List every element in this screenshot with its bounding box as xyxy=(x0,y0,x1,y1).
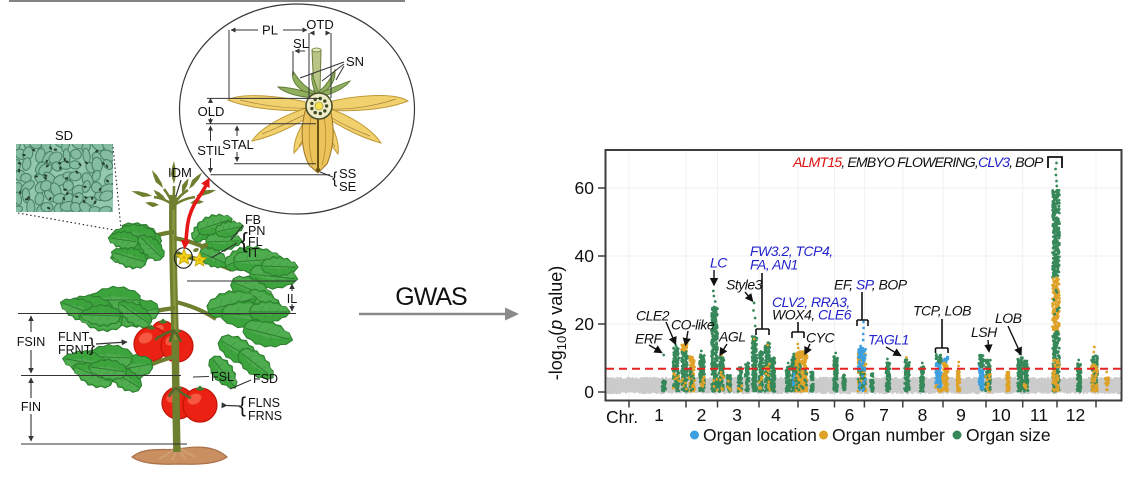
svg-text:{: { xyxy=(332,170,338,187)
svg-text:SS: SS xyxy=(339,166,357,181)
svg-text:20: 20 xyxy=(575,314,595,334)
svg-text:PN: PN xyxy=(248,224,265,238)
svg-text:Chr.: Chr. xyxy=(606,407,638,427)
svg-text:TAGL1: TAGL1 xyxy=(868,332,909,348)
svg-text:FSD: FSD xyxy=(253,372,278,386)
svg-text:IT: IT xyxy=(248,246,259,260)
svg-text:FRNS: FRNS xyxy=(248,409,282,423)
svg-text:11: 11 xyxy=(1030,405,1048,425)
svg-text:ALMT15, EMBYO FLOWERING,CLV3,: ALMT15, EMBYO FLOWERING,CLV3, BOP xyxy=(792,155,1044,171)
svg-text:{: { xyxy=(241,228,248,253)
svg-text:SN: SN xyxy=(346,54,364,69)
svg-text:3: 3 xyxy=(732,405,742,425)
svg-text:WOX4, CLE6: WOX4, CLE6 xyxy=(772,307,852,323)
svg-text:FW3.2, TCP4,: FW3.2, TCP4, xyxy=(750,243,833,259)
svg-text:PL: PL xyxy=(262,23,278,38)
svg-text:Organ number: Organ number xyxy=(832,425,945,445)
svg-text:5: 5 xyxy=(810,405,820,425)
svg-text:Organ location: Organ location xyxy=(703,425,817,445)
svg-text:STAL: STAL xyxy=(222,137,254,152)
svg-text:CLE2: CLE2 xyxy=(636,308,670,324)
svg-text:FA, AN1: FA, AN1 xyxy=(750,257,798,273)
svg-text:LC: LC xyxy=(710,255,728,271)
svg-text:9: 9 xyxy=(956,405,966,425)
svg-text:FB: FB xyxy=(245,213,261,227)
svg-text:2: 2 xyxy=(697,405,707,425)
svg-text:60: 60 xyxy=(575,178,595,198)
svg-text:Organ size: Organ size xyxy=(966,425,1051,445)
svg-text:IDM: IDM xyxy=(168,165,192,180)
svg-text:8: 8 xyxy=(918,405,928,425)
svg-text:0: 0 xyxy=(584,382,594,402)
svg-text:CO-like: CO-like xyxy=(671,317,715,333)
svg-text:40: 40 xyxy=(575,246,595,266)
svg-text:STIL: STIL xyxy=(197,143,224,158)
svg-text:FSL: FSL xyxy=(211,370,234,384)
svg-text:IL: IL xyxy=(287,292,297,306)
svg-text:FL: FL xyxy=(248,235,263,249)
svg-text:}: } xyxy=(89,335,95,355)
svg-text:SD: SD xyxy=(55,128,73,143)
svg-text:TCP, LOB: TCP, LOB xyxy=(913,303,971,319)
svg-text:Style3: Style3 xyxy=(726,277,763,293)
svg-text:SE: SE xyxy=(339,179,357,194)
svg-text:ERF: ERF xyxy=(635,331,663,347)
svg-text:FRNT: FRNT xyxy=(58,343,92,357)
svg-text:SL: SL xyxy=(293,36,309,51)
svg-text:AGL: AGL xyxy=(718,329,746,345)
svg-text:LOB: LOB xyxy=(995,310,1022,326)
svg-text:10: 10 xyxy=(991,405,1011,425)
svg-text:FSIN: FSIN xyxy=(17,335,45,349)
svg-text:GWAS: GWAS xyxy=(395,283,467,311)
svg-text:FIN: FIN xyxy=(21,400,41,414)
svg-text:EF, SP, BOP: EF, SP, BOP xyxy=(834,277,908,293)
svg-text:OLD: OLD xyxy=(198,104,225,119)
svg-text:CYC: CYC xyxy=(806,330,835,346)
svg-text:LSH: LSH xyxy=(971,324,998,340)
svg-text:-log10(p value): -log10(p value) xyxy=(546,266,569,381)
svg-text:FLNT: FLNT xyxy=(58,330,90,344)
svg-text:FLNS: FLNS xyxy=(248,396,280,410)
svg-text:1: 1 xyxy=(654,405,664,425)
svg-text:7: 7 xyxy=(879,405,889,425)
svg-text:OTD: OTD xyxy=(306,17,333,32)
svg-text:12: 12 xyxy=(1066,405,1085,425)
svg-text:{: { xyxy=(239,394,246,417)
svg-text:4: 4 xyxy=(771,405,781,425)
svg-text:CLV2, RRA3,: CLV2, RRA3, xyxy=(772,294,850,310)
svg-text:6: 6 xyxy=(845,405,855,425)
